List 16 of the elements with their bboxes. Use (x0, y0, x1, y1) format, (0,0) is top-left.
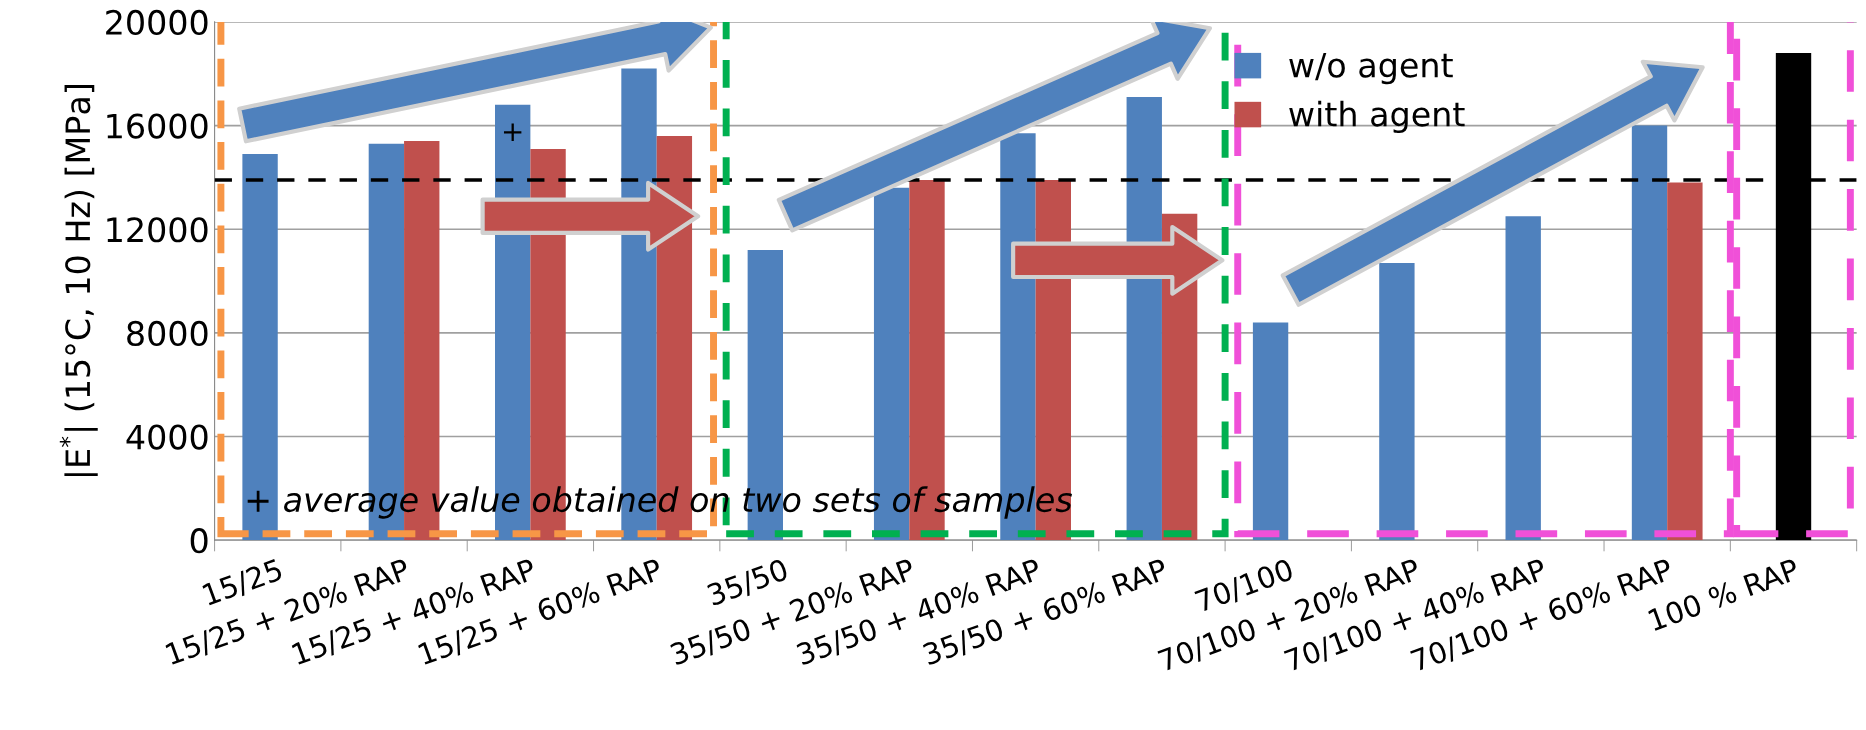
y-tick-label: 16000 (107, 113, 208, 139)
y-tick-label: 20000 (106, 9, 208, 36)
bar (1667, 182, 1703, 541)
x-tick-label: 15/25 (201, 558, 284, 608)
y-tick-label: 4000 (126, 424, 208, 450)
legend-label: w/o agent (1289, 52, 1453, 85)
x-tick-label: 35/50 (706, 558, 790, 609)
bar (1505, 216, 1541, 541)
y-tick-label: 0 (190, 528, 208, 554)
legend-label: with agent (1289, 100, 1465, 134)
y-tick-label: 8000 (127, 320, 208, 347)
bar (1252, 322, 1289, 541)
annotation: + (503, 123, 522, 141)
y-axis-title: |E$^{*}$| (15°C, 10 Hz) [MPa] (59, 85, 98, 476)
bar (242, 154, 278, 541)
y-tick-label: 12000 (107, 217, 208, 243)
